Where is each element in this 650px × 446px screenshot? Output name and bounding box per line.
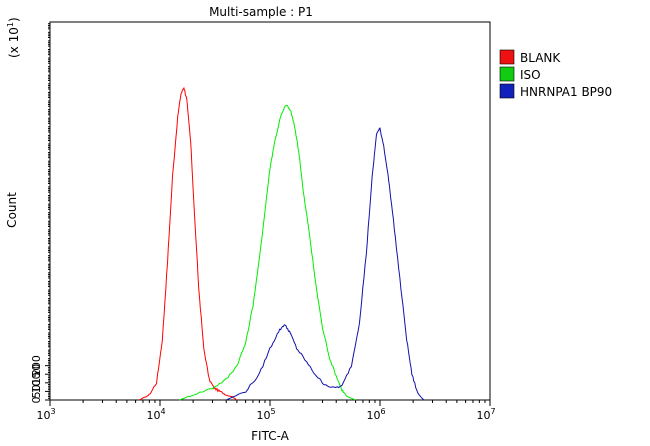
y-axis-label: Count — [5, 192, 19, 228]
legend-label: BLANK — [520, 51, 561, 65]
x-tick-base: 10 — [256, 409, 270, 422]
x-tick-base: 10 — [36, 409, 50, 422]
x-tick-label: 107 — [476, 407, 495, 422]
x-tick-exp: 4 — [160, 407, 165, 416]
series-line-hnrnpa1-bp90 — [226, 127, 425, 401]
y-tick-label: 100 — [30, 372, 43, 393]
y-tick-label: 0 — [30, 397, 43, 404]
legend-swatch — [499, 66, 515, 82]
x-tick-exp: 6 — [380, 407, 385, 416]
x-tick-label: 104 — [146, 407, 165, 422]
x-tick-label: 103 — [36, 407, 55, 422]
x-tick-base: 10 — [476, 409, 490, 422]
x-tick-label: 105 — [256, 407, 275, 422]
y-tick-label: 200 — [30, 355, 43, 376]
y-tick-label: 150 — [30, 364, 43, 385]
x-tick-exp: 7 — [490, 407, 495, 416]
legend-label: HNRNPA1 BP90 — [520, 85, 612, 99]
x-axis-label: FITC-A — [251, 429, 290, 443]
series-line-blank — [139, 86, 238, 401]
series-line-iso — [179, 104, 356, 401]
chart-title: Multi-sample : P1 — [209, 5, 313, 19]
x-tick-label: 106 — [366, 407, 385, 422]
x-tick-exp: 5 — [270, 407, 275, 416]
y-tick-label: 50 — [30, 384, 43, 398]
legend-label: ISO — [520, 68, 541, 82]
legend-swatch — [499, 49, 515, 65]
series-layer — [139, 86, 425, 401]
svg-text:(x 101): (x 101) — [6, 17, 21, 58]
x-axis: 103 104 105 106 107 — [36, 400, 496, 422]
x-tick-base: 10 — [366, 409, 380, 422]
x-tick-base: 10 — [146, 409, 160, 422]
y-multiplier: (x 101) — [6, 17, 21, 58]
y-multiplier-exp: 1 — [6, 22, 15, 27]
legend: BLANK ISO HNRNPA1 BP90 — [499, 49, 612, 99]
plot-frame — [49, 21, 491, 401]
legend-swatch — [499, 83, 515, 99]
y-multiplier-base: (x 10 — [7, 27, 21, 58]
x-tick-exp: 3 — [50, 407, 55, 416]
